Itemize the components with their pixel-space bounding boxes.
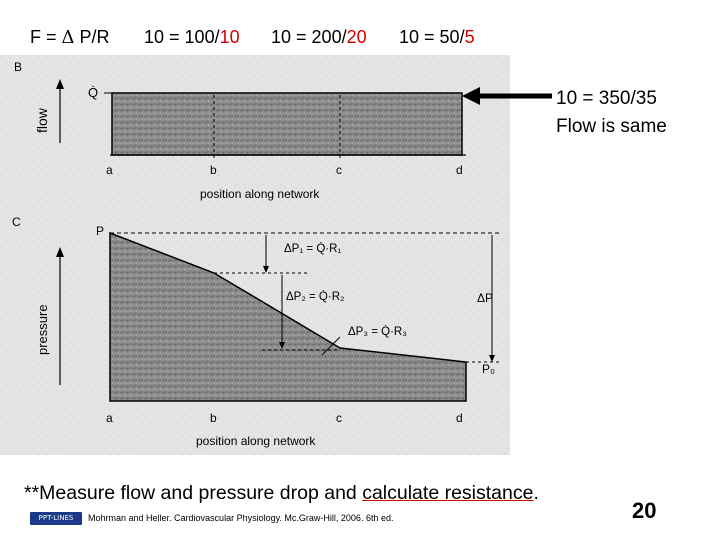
- panel-c-x-label: position along network: [196, 434, 316, 448]
- example-1: 10 = 100/10: [144, 27, 240, 48]
- formula-text: F = Δ P/R: [30, 27, 110, 48]
- panel-c-point-c: c: [336, 411, 342, 425]
- left-arrow-icon: [462, 87, 480, 105]
- example-2-num: 200/: [311, 27, 347, 47]
- note-prefix: **Measure flow and pressure drop and: [24, 482, 363, 504]
- total-dp-arrowhead-icon: [489, 355, 495, 362]
- dp3-label: ΔP₃ = Q̇·R₃: [348, 325, 407, 338]
- panel-c-point-d: d: [456, 411, 463, 425]
- flow-pressure-figure: B flow Q̇ a b c d position along network…: [0, 55, 510, 455]
- slide-number: 20: [632, 498, 657, 523]
- example-1-num: 100/: [184, 27, 220, 47]
- dp2-label: ΔP₂ = Q̇·R₂: [286, 290, 344, 303]
- example-2-den: 20: [346, 27, 367, 47]
- measurement-note: **Measure flow and pressure drop and cal…: [24, 482, 539, 505]
- publisher-logo: PPT-LINES: [30, 512, 82, 525]
- example-1-den: 10: [219, 27, 240, 47]
- dp1-label: ΔP₁ = Q̇·R₁: [284, 242, 341, 255]
- panel-c-point-a: a: [106, 411, 113, 425]
- example-2-lhs: 10 =: [271, 27, 312, 47]
- p-label: P: [96, 224, 104, 238]
- dp3-leader: [321, 336, 341, 356]
- panel-c-label: C: [12, 215, 21, 229]
- callout-arrow: [462, 87, 552, 105]
- callout-line-2: Flow is same: [556, 116, 667, 137]
- example-3: 10 = 50/5: [399, 27, 475, 48]
- note-suffix: .: [533, 482, 539, 504]
- total-dp-label: ΔP: [477, 291, 493, 305]
- callout-line-1: 10 = 350/35: [556, 88, 657, 109]
- delta-symbol: Δ: [61, 27, 75, 48]
- dp1-arrowhead-icon: [263, 266, 269, 273]
- flow-arrowhead-icon: [56, 79, 64, 89]
- example-3-den: 5: [464, 27, 475, 47]
- flow-axis-label: flow: [34, 107, 50, 133]
- citation-text: Mohrman and Heller. Cardiovascular Physi…: [88, 513, 394, 523]
- p0-label: P₀: [482, 362, 495, 376]
- example-3-num: 50/: [439, 27, 465, 47]
- example-1-lhs: 10 =: [144, 27, 185, 47]
- example-2: 10 = 200/20: [271, 27, 367, 48]
- panel-c-point-b: b: [210, 411, 217, 425]
- pressure-arrowhead-icon: [56, 247, 64, 257]
- panel-b-point-c: c: [336, 163, 342, 177]
- example-3-lhs: 10 =: [399, 27, 440, 47]
- pressure-axis-label: pressure: [35, 304, 50, 355]
- q-dot-label: Q̇: [88, 85, 98, 100]
- note-highlight: calculate resistance: [362, 482, 534, 504]
- panel-b-label: B: [14, 60, 22, 74]
- panel-b-point-d: d: [456, 163, 463, 177]
- panel-b-point-b: b: [210, 163, 217, 177]
- dp2-arrowhead-icon: [279, 342, 285, 349]
- panel-b-point-a: a: [106, 163, 113, 177]
- panel-b-x-label: position along network: [200, 187, 320, 201]
- formula-prefix: F =: [30, 27, 62, 47]
- flow-constant-band: [111, 92, 463, 156]
- formula-suffix: P/R: [74, 27, 110, 47]
